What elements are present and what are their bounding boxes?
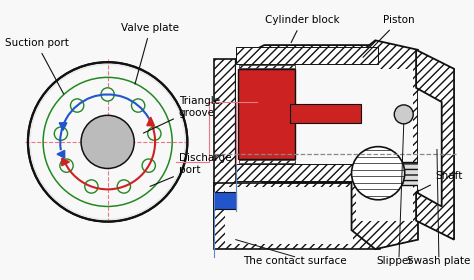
Polygon shape [62,158,69,166]
Text: Slipper: Slipper [376,256,412,265]
Circle shape [142,159,155,172]
Text: Valve plate: Valve plate [121,23,179,84]
Polygon shape [236,45,380,183]
Bar [290,104,361,123]
Bar [238,65,295,68]
Bar [236,64,378,164]
Circle shape [101,88,114,101]
Text: Shaft: Shaft [419,171,463,191]
Circle shape [394,105,413,124]
Circle shape [31,65,184,219]
Polygon shape [57,150,64,158]
Circle shape [131,99,145,112]
Bar [238,160,295,163]
Circle shape [54,127,68,140]
Polygon shape [59,123,67,130]
Bar [378,162,435,185]
Bar [214,59,236,240]
Text: Cylinder block: Cylinder block [265,15,339,43]
Text: Suction port: Suction port [5,38,68,94]
Bar [356,69,413,221]
Bar [236,164,378,181]
Polygon shape [416,50,454,240]
Text: Swash plate: Swash plate [407,256,471,265]
Bar [214,183,380,249]
Circle shape [148,127,161,140]
Polygon shape [147,117,155,126]
Bar [214,192,236,209]
Circle shape [60,159,73,172]
Polygon shape [418,91,440,204]
Circle shape [85,180,98,193]
Circle shape [117,180,130,193]
Circle shape [71,99,84,112]
Bar [236,47,378,64]
Circle shape [28,62,187,221]
Circle shape [352,147,405,200]
Bar [237,69,295,159]
Text: Piston: Piston [363,15,415,57]
Text: Triangle
groove: Triangle groove [143,96,220,133]
Text: The contact surface: The contact surface [243,256,346,265]
Text: Discharge
port: Discharge port [150,153,231,186]
Circle shape [81,115,134,169]
Polygon shape [352,40,418,249]
Bar [225,187,354,244]
